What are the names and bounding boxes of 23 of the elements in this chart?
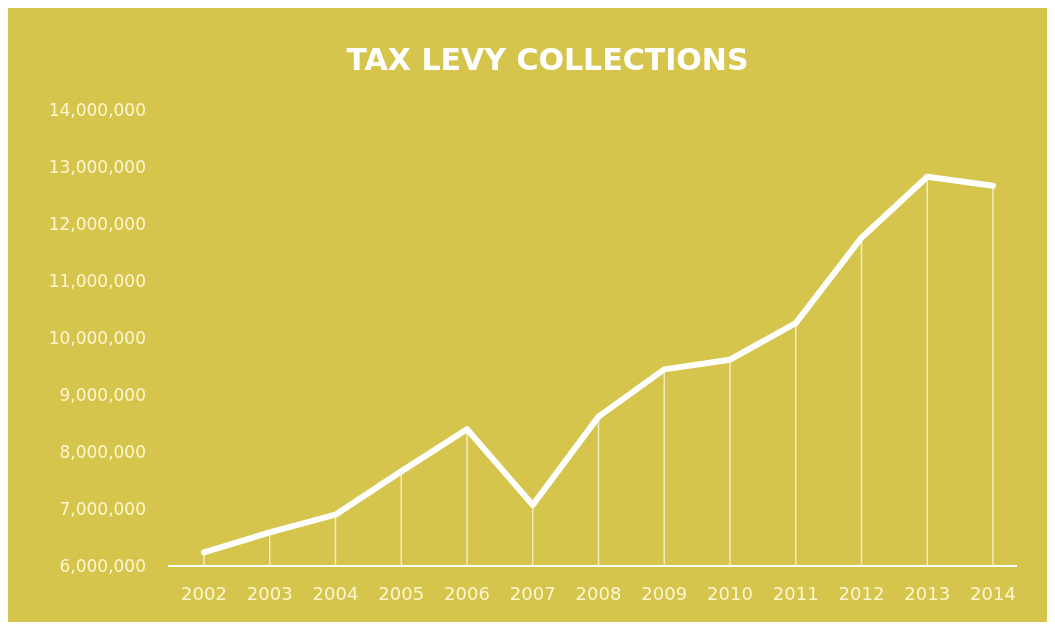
y-tick-label: 6,000,000 [59,555,146,576]
x-tick-label: 2013 [904,583,951,604]
x-tick-label: 2003 [246,583,293,604]
y-tick-label: 10,000,000 [48,327,146,348]
x-tick-label: 2002 [181,583,227,604]
x-tick-label: 2006 [444,583,490,604]
x-tick-label: 2007 [509,583,556,604]
y-tick-label: 13,000,000 [48,156,146,177]
x-tick-label: 2014 [970,583,1016,604]
x-tick-label: 2011 [772,583,819,604]
x-tick-label: 2010 [707,583,753,604]
y-tick-label: 11,000,000 [48,270,146,291]
x-tick-label: 2005 [378,583,425,604]
y-tick-label: 14,000,000 [48,99,146,120]
y-tick-label: 12,000,000 [48,213,146,234]
y-tick-label: 8,000,000 [59,441,146,462]
y-tick-label: 9,000,000 [59,384,146,405]
y-tick-label: 7,000,000 [59,498,146,519]
chart-title: TAX LEVY COLLECTIONS [346,42,749,77]
x-tick-label: 2004 [312,583,359,604]
x-tick-label: 2009 [641,583,688,604]
x-tick-label: 2012 [838,583,885,604]
x-tick-label: 2008 [575,583,622,604]
